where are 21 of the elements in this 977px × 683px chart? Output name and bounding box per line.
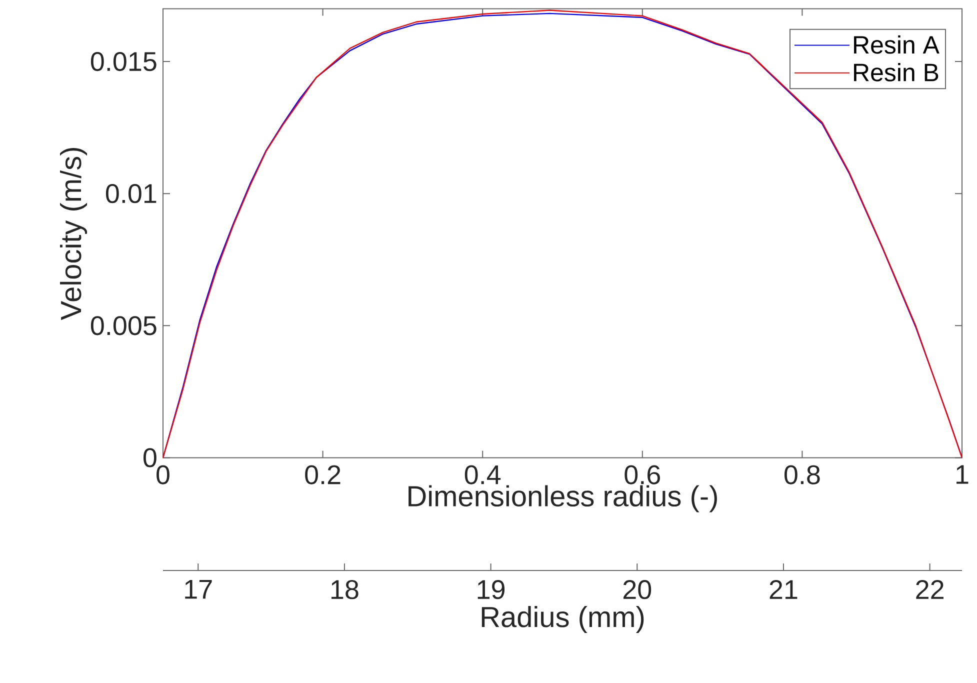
x2-tick-label: 18 bbox=[332, 580, 358, 600]
x-axis-title: Dimensionless radius (-) bbox=[408, 485, 717, 512]
x-tick-label: 0 bbox=[156, 465, 170, 484]
y-tick-label: 0.01 bbox=[106, 184, 156, 204]
x-tick-label: 0.4 bbox=[464, 465, 501, 484]
x2-tick-label: 22 bbox=[916, 580, 944, 599]
x2-tick-label: 20 bbox=[623, 580, 652, 600]
x2-tick-label: 21 bbox=[770, 580, 798, 599]
x2-tick-label: 19 bbox=[478, 580, 505, 600]
legend-label: Resin B bbox=[854, 63, 938, 82]
x-tick-label: 0.8 bbox=[784, 465, 820, 484]
y-axis-title: Velocity (m/s) bbox=[60, 148, 88, 320]
y-tick-label: 0 bbox=[144, 448, 156, 468]
x2-axis-title: Radius (mm) bbox=[482, 606, 644, 634]
x-tick-label: 0.2 bbox=[305, 465, 340, 484]
y-tick-label: 0.015 bbox=[90, 52, 156, 72]
legend-label: Resin A bbox=[854, 35, 940, 54]
y-tick-label: 0.005 bbox=[90, 316, 156, 336]
x-tick-label: 1 bbox=[956, 465, 968, 484]
x-tick-label: 0.6 bbox=[624, 465, 660, 484]
x2-tick-label: 17 bbox=[185, 580, 212, 599]
